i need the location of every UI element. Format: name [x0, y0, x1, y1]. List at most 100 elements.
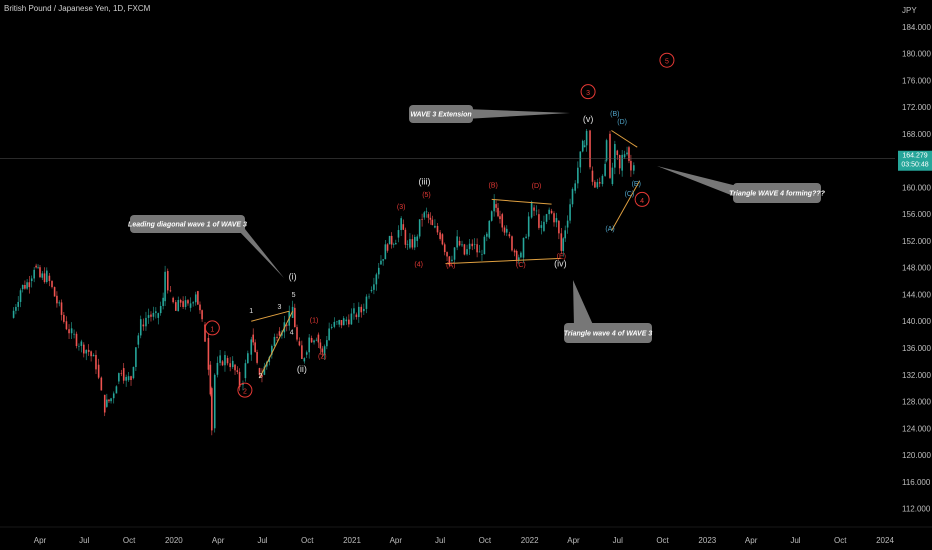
- candle-body: [560, 233, 563, 251]
- candle-body: [413, 236, 416, 248]
- candle-body: [95, 354, 97, 370]
- candle-body: [229, 363, 231, 368]
- chart-title: British Pound / Japanese Yen, 1D, FXCM: [4, 4, 151, 13]
- candle-body: [525, 236, 527, 238]
- callout-pointer: [237, 219, 284, 278]
- candle-body: [19, 290, 22, 302]
- x-tick-label: Apr: [34, 536, 47, 545]
- candle-body: [488, 220, 491, 238]
- candle-body: [321, 348, 324, 353]
- candle-body: [78, 345, 80, 347]
- candle-body: [395, 243, 397, 245]
- candle-body: [471, 243, 474, 247]
- wave-label: (C): [625, 191, 635, 198]
- candle-body: [466, 249, 468, 255]
- candle-body: [125, 376, 127, 381]
- candle-body: [68, 329, 70, 334]
- y-tick-label: 156.000: [902, 210, 931, 219]
- wave-label: 3: [278, 304, 282, 311]
- candle-body: [530, 201, 533, 218]
- candle-body: [305, 352, 308, 355]
- candle-body: [397, 230, 400, 238]
- candle-body: [244, 363, 247, 379]
- candle-body: [172, 297, 174, 303]
- callout-pointer: [657, 166, 741, 199]
- candle-body: [120, 373, 123, 374]
- candle-body: [150, 314, 152, 317]
- candle-body: [569, 204, 571, 221]
- candle-body: [562, 238, 565, 251]
- candle-body: [100, 377, 103, 391]
- candle-body: [118, 373, 120, 382]
- candle-body: [605, 140, 608, 161]
- candle-body: [360, 306, 363, 313]
- candle-body: [421, 219, 423, 220]
- candle-body: [37, 267, 39, 268]
- currency-label: JPY: [902, 6, 917, 15]
- candle-body: [392, 244, 395, 245]
- candle-body: [463, 244, 466, 255]
- wave-label: (iii): [419, 177, 431, 187]
- wave-label: (D): [532, 183, 542, 190]
- candle-body: [147, 315, 150, 318]
- candle-body: [365, 296, 368, 309]
- candle-body: [242, 383, 244, 385]
- candle-body: [115, 386, 118, 394]
- candle-body: [48, 275, 51, 282]
- y-tick-label: 120.000: [902, 451, 931, 460]
- candle-body: [468, 243, 471, 250]
- candle-body: [330, 326, 333, 328]
- candle-body: [83, 344, 85, 354]
- candle-body: [231, 360, 234, 368]
- candle-body: [633, 165, 635, 171]
- candle-body: [162, 297, 164, 306]
- wave-circle: [659, 52, 675, 68]
- candle-body: [268, 357, 271, 362]
- candle-body: [152, 312, 155, 317]
- candle-body: [56, 295, 58, 304]
- candle-body: [589, 130, 591, 168]
- candle-body: [179, 300, 182, 303]
- wave-label: (B): [610, 111, 619, 118]
- candle-body: [276, 336, 278, 338]
- x-tick-label: Jul: [79, 536, 89, 545]
- candle-body: [538, 214, 540, 228]
- candle-body: [53, 287, 56, 297]
- candle-body: [553, 213, 555, 223]
- x-tick-label: Oct: [123, 536, 136, 545]
- y-tick-label: 148.000: [902, 264, 931, 273]
- wave-circle: [237, 382, 253, 398]
- candles-layer: [12, 128, 635, 436]
- candle-body: [591, 170, 594, 182]
- candle-body: [24, 284, 26, 289]
- candle-body: [209, 364, 212, 395]
- candle-body: [75, 333, 78, 347]
- y-tick-label: 116.000: [902, 478, 931, 487]
- candle-body: [110, 398, 112, 402]
- candle-body: [315, 339, 318, 341]
- callout-box: [564, 323, 652, 343]
- candle-body: [583, 145, 586, 148]
- trendline: [611, 180, 641, 232]
- candle-body: [87, 349, 90, 352]
- callout-box: [130, 215, 245, 233]
- candle-body: [338, 320, 340, 325]
- candle-body: [155, 311, 157, 313]
- callout-text: Triangle WAVE 4 forming???: [729, 191, 826, 198]
- y-tick-label: 168.000: [902, 130, 931, 139]
- candle-body: [345, 319, 348, 322]
- candle-body: [145, 317, 147, 327]
- candle-body: [618, 155, 621, 169]
- wave-label: (A): [446, 263, 455, 270]
- candle-body: [35, 265, 37, 268]
- candle-body: [192, 302, 194, 304]
- candle-body: [522, 237, 525, 258]
- candle-body: [585, 130, 588, 146]
- candle-body: [406, 244, 409, 245]
- candle-body: [137, 335, 140, 345]
- x-tick-label: Apr: [390, 536, 403, 545]
- candle-body: [416, 236, 419, 241]
- candle-body: [80, 341, 83, 346]
- candle-body: [448, 256, 451, 266]
